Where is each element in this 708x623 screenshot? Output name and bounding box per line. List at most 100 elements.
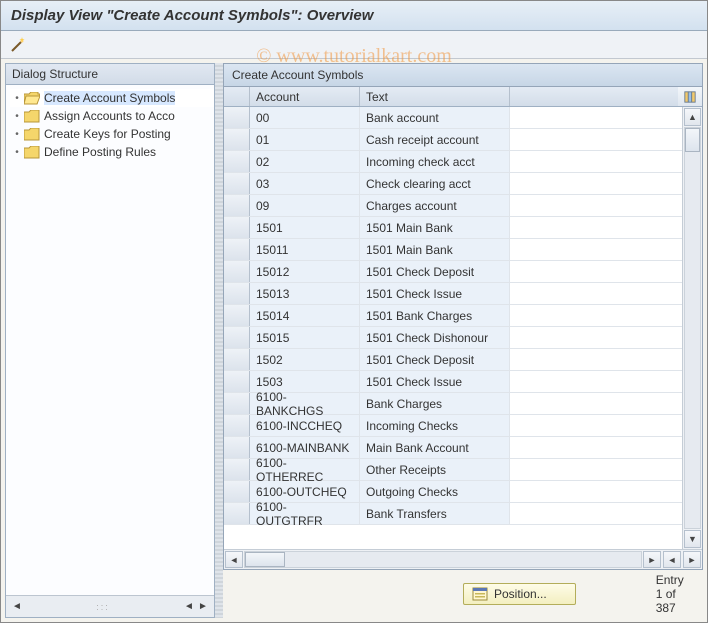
vscrollbar[interactable]: ▲ ▼: [682, 107, 702, 549]
cell-account[interactable]: 09: [250, 195, 360, 216]
tree-item[interactable]: •Define Posting Rules: [10, 143, 214, 161]
table-row[interactable]: 09Charges account: [224, 195, 682, 217]
table-row[interactable]: 00Bank account: [224, 107, 682, 129]
table-row[interactable]: 01Cash receipt account: [224, 129, 682, 151]
cell-text[interactable]: 1501 Bank Charges: [360, 305, 510, 326]
cell-text[interactable]: Bank Charges: [360, 393, 510, 414]
table-row[interactable]: 15021501 Check Deposit: [224, 349, 682, 371]
row-select-button[interactable]: [224, 261, 250, 282]
col-header-select[interactable]: [224, 87, 250, 106]
col-header-text[interactable]: Text: [360, 87, 510, 106]
row-select-button[interactable]: [224, 305, 250, 326]
tree-scroll-left2-icon[interactable]: ◄: [182, 600, 196, 614]
row-select-button[interactable]: [224, 459, 250, 480]
vscroll-track[interactable]: [684, 127, 701, 529]
cell-account[interactable]: 6100-BANKCHGS: [250, 393, 360, 414]
cell-text[interactable]: 1501 Check Issue: [360, 283, 510, 304]
hscrollbar[interactable]: ◄ ► ◄ ►: [224, 549, 702, 569]
cell-account[interactable]: 03: [250, 173, 360, 194]
scroll-down-icon[interactable]: ▼: [684, 530, 701, 548]
tree-scroll-right-icon[interactable]: ►: [196, 600, 210, 614]
cell-text[interactable]: Incoming check acct: [360, 151, 510, 172]
cell-text[interactable]: Check clearing acct: [360, 173, 510, 194]
hscroll-thumb[interactable]: [245, 552, 285, 567]
cell-account[interactable]: 1501: [250, 217, 360, 238]
wand-icon[interactable]: [9, 36, 27, 54]
vscroll-thumb[interactable]: [685, 128, 700, 152]
row-select-button[interactable]: [224, 283, 250, 304]
cell-text[interactable]: Main Bank Account: [360, 437, 510, 458]
table-row[interactable]: 150111501 Main Bank: [224, 239, 682, 261]
cell-account[interactable]: 6100-OUTGTRFR: [250, 503, 360, 524]
cell-account[interactable]: 15012: [250, 261, 360, 282]
scroll-left-icon[interactable]: ◄: [225, 551, 243, 568]
cell-account[interactable]: 15013: [250, 283, 360, 304]
tree-item[interactable]: •Create Account Symbols: [10, 89, 214, 107]
cell-text[interactable]: Outgoing Checks: [360, 481, 510, 502]
row-select-button[interactable]: [224, 107, 250, 128]
hscroll-track[interactable]: [244, 551, 642, 568]
cell-account[interactable]: 00: [250, 107, 360, 128]
cell-text[interactable]: Incoming Checks: [360, 415, 510, 436]
scroll-up-icon[interactable]: ▲: [684, 108, 701, 126]
table-row[interactable]: 6100-BANKCHGSBank Charges: [224, 393, 682, 415]
table-row[interactable]: 6100-OUTGTRFRBank Transfers: [224, 503, 682, 525]
col-header-account[interactable]: Account: [250, 87, 360, 106]
row-select-button[interactable]: [224, 503, 250, 524]
tree-item[interactable]: •Assign Accounts to Acco: [10, 107, 214, 125]
table-rows: 00Bank account01Cash receipt account02In…: [224, 107, 682, 549]
cell-account[interactable]: 1502: [250, 349, 360, 370]
row-select-button[interactable]: [224, 173, 250, 194]
row-select-button[interactable]: [224, 217, 250, 238]
scroll-left2-icon[interactable]: ◄: [663, 551, 681, 568]
cell-account[interactable]: 15015: [250, 327, 360, 348]
table-row[interactable]: 150141501 Bank Charges: [224, 305, 682, 327]
cell-text[interactable]: 1501 Check Deposit: [360, 261, 510, 282]
scroll-right2-icon[interactable]: ►: [683, 551, 701, 568]
cell-text[interactable]: 1501 Check Issue: [360, 371, 510, 392]
tree-scroll-left-icon[interactable]: ◄: [10, 600, 24, 614]
table-row[interactable]: 02Incoming check acct: [224, 151, 682, 173]
row-select-button[interactable]: [224, 393, 250, 414]
row-select-button[interactable]: [224, 129, 250, 150]
cell-account[interactable]: 01: [250, 129, 360, 150]
cell-text[interactable]: 1501 Main Bank: [360, 239, 510, 260]
cell-text[interactable]: Bank account: [360, 107, 510, 128]
table-wrap: Create Account Symbols Account Text: [223, 63, 703, 570]
cell-account[interactable]: 6100-INCCHEQ: [250, 415, 360, 436]
cell-account[interactable]: 15011: [250, 239, 360, 260]
cell-text[interactable]: Other Receipts: [360, 459, 510, 480]
table-row[interactable]: 150121501 Check Deposit: [224, 261, 682, 283]
row-select-button[interactable]: [224, 481, 250, 502]
tree-resize-handle[interactable]: :::: [24, 602, 182, 612]
row-select-button[interactable]: [224, 195, 250, 216]
cell-account[interactable]: 15014: [250, 305, 360, 326]
row-select-button[interactable]: [224, 151, 250, 172]
body: Dialog Structure •Create Account Symbols…: [1, 59, 707, 622]
cell-text[interactable]: 1501 Check Dishonour: [360, 327, 510, 348]
cell-text[interactable]: Bank Transfers: [360, 503, 510, 524]
position-button[interactable]: Position...: [463, 583, 576, 605]
row-select-button[interactable]: [224, 371, 250, 392]
table-config-button[interactable]: [678, 87, 702, 106]
table-row[interactable]: 03Check clearing acct: [224, 173, 682, 195]
row-select-button[interactable]: [224, 239, 250, 260]
table-row[interactable]: 6100-OTHERRECOther Receipts: [224, 459, 682, 481]
table-row[interactable]: 15011501 Main Bank: [224, 217, 682, 239]
row-select-button[interactable]: [224, 349, 250, 370]
row-select-button[interactable]: [224, 327, 250, 348]
row-select-button[interactable]: [224, 415, 250, 436]
row-select-button[interactable]: [224, 437, 250, 458]
table-row[interactable]: 150131501 Check Issue: [224, 283, 682, 305]
cell-text[interactable]: 1501 Check Deposit: [360, 349, 510, 370]
scroll-right-icon[interactable]: ►: [643, 551, 661, 568]
table-row[interactable]: 6100-INCCHEQIncoming Checks: [224, 415, 682, 437]
table-row[interactable]: 150151501 Check Dishonour: [224, 327, 682, 349]
cell-account[interactable]: 6100-OTHERREC: [250, 459, 360, 480]
splitter[interactable]: [215, 63, 223, 618]
tree-item[interactable]: •Create Keys for Posting: [10, 125, 214, 143]
cell-text[interactable]: Charges account: [360, 195, 510, 216]
cell-text[interactable]: 1501 Main Bank: [360, 217, 510, 238]
cell-text[interactable]: Cash receipt account: [360, 129, 510, 150]
cell-account[interactable]: 02: [250, 151, 360, 172]
